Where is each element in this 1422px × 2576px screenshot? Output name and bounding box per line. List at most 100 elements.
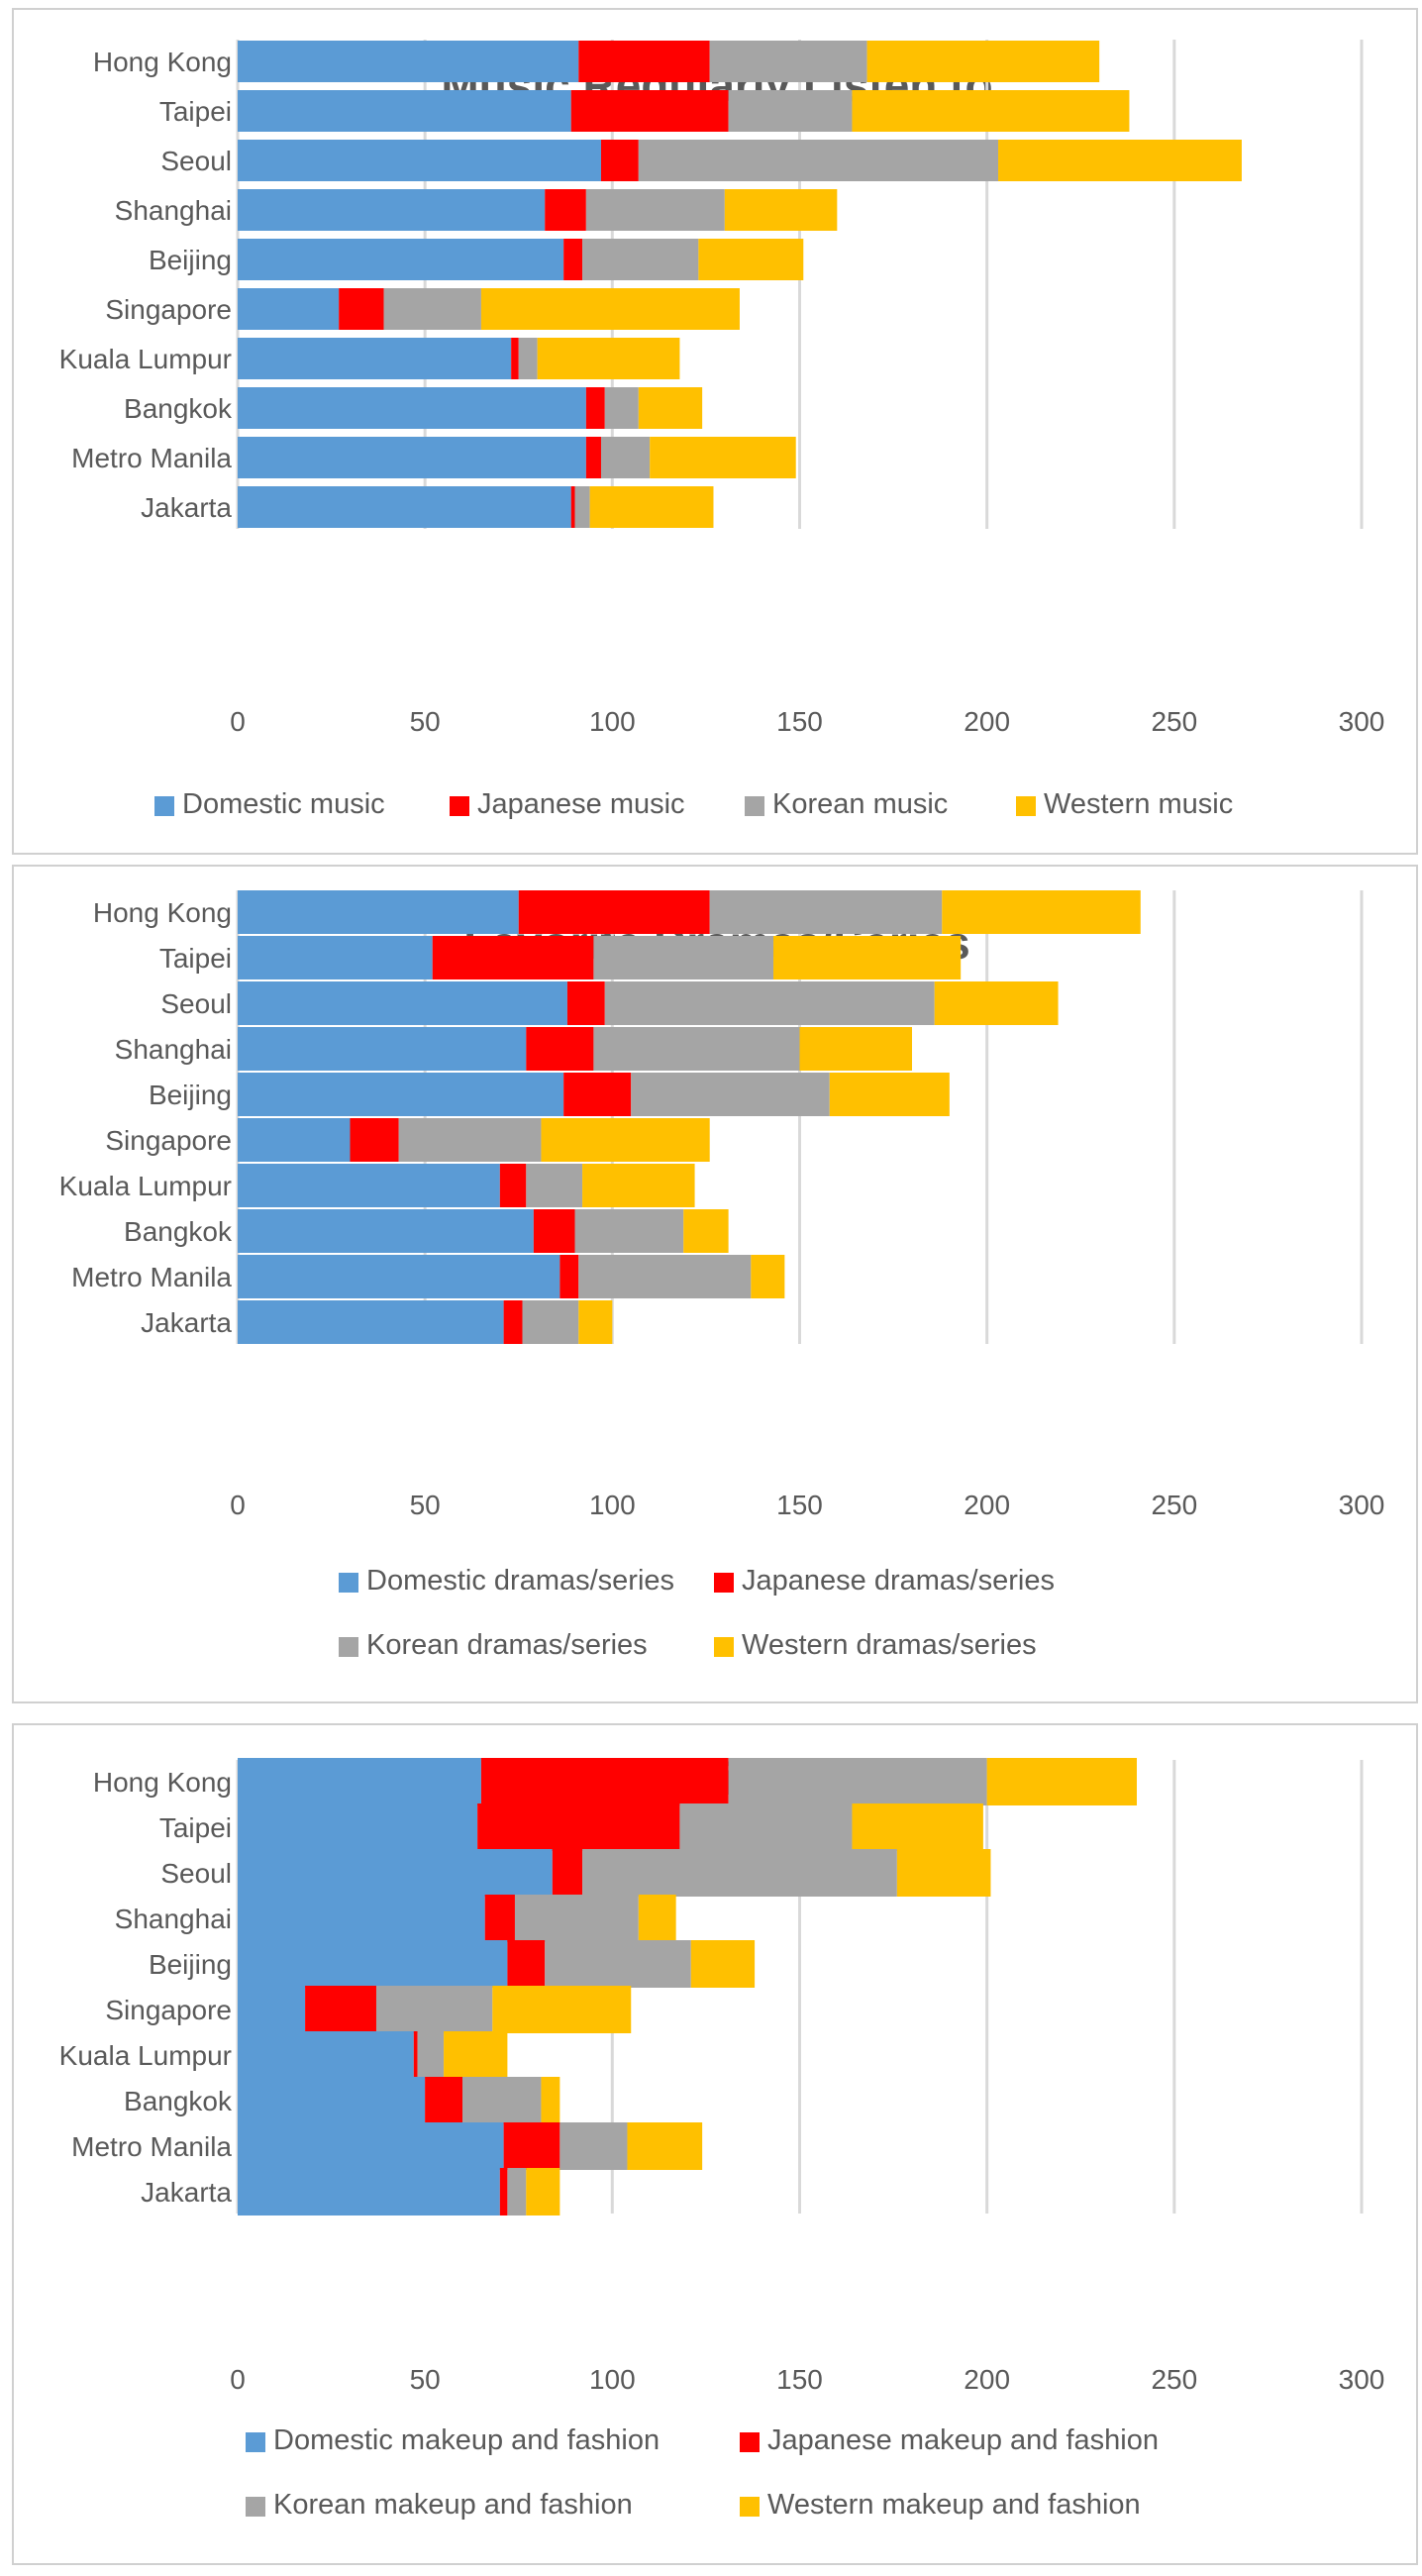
bar-western-dramas-series-shanghai <box>799 1027 912 1071</box>
bar-western-makeup-and-fashion-bangkok <box>541 2077 560 2124</box>
bar-western-dramas-series-singapore <box>541 1118 710 1162</box>
bar-korean-music-seoul <box>638 140 999 181</box>
legend-swatch <box>745 796 764 816</box>
bar-korean-dramas-series-beijing <box>631 1073 830 1116</box>
bar-domestic-music-bangkok <box>238 387 586 429</box>
bar-japanese-music-singapore <box>339 288 384 330</box>
x-tick-label: 200 <box>964 1490 1010 1520</box>
bar-western-dramas-series-taipei <box>773 936 962 979</box>
bar-korean-dramas-series-shanghai <box>593 1027 800 1071</box>
legend-label-korean-makeup-and-fashion: Korean makeup and fashion <box>273 2489 633 2521</box>
bar-korean-makeup-and-fashion-singapore <box>375 1986 493 2033</box>
bar-western-makeup-and-fashion-taipei <box>852 1803 983 1851</box>
category-label-shanghai: Shanghai <box>115 1904 232 1934</box>
x-tick-label: 100 <box>589 1490 636 1520</box>
bar-domestic-music-singapore <box>238 288 340 330</box>
bar-western-music-jakarta <box>589 486 714 528</box>
bar-western-makeup-and-fashion-singapore <box>492 1986 632 2033</box>
bar-japanese-makeup-and-fashion-taipei <box>477 1803 680 1851</box>
bar-western-dramas-series-beijing <box>829 1073 950 1116</box>
bar-domestic-makeup-and-fashion-kuala-lumpur <box>238 2031 414 2079</box>
bar-korean-makeup-and-fashion-hong-kong <box>728 1758 987 1805</box>
bar-western-music-kuala-lumpur <box>537 338 680 379</box>
legend-swatch <box>246 2497 265 2517</box>
bar-korean-dramas-series-metro-manila <box>578 1255 752 1298</box>
bar-japanese-makeup-and-fashion-bangkok <box>425 2077 462 2124</box>
legend-swatch <box>714 1573 734 1593</box>
chart-panel-music: Music Regularly Listen to 0 50 100 150 200 250… <box>12 8 1418 855</box>
bar-korean-dramas-series-kuala-lumpur <box>526 1164 583 1207</box>
x-tick-label: 250 <box>1151 1490 1197 1520</box>
legend-swatch <box>714 1637 734 1657</box>
category-label-metro-manila: Metro Manila <box>71 443 232 473</box>
legend-label-korean-dramas-series: Korean dramas/series <box>366 1629 648 1661</box>
x-tick-label: 200 <box>964 706 1010 737</box>
category-label-bangkok: Bangkok <box>124 393 233 424</box>
bar-korean-music-singapore <box>383 288 481 330</box>
bar-domestic-music-seoul <box>238 140 601 181</box>
bar-domestic-dramas-series-singapore <box>238 1118 351 1162</box>
category-label-seoul: Seoul <box>160 988 232 1019</box>
bar-korean-makeup-and-fashion-taipei <box>679 1803 853 1851</box>
bar-domestic-makeup-and-fashion-singapore <box>238 1986 306 2033</box>
bar-japanese-music-seoul <box>600 140 639 181</box>
category-label-hong-kong: Hong Kong <box>93 1767 232 1798</box>
bar-korean-music-hong-kong <box>709 41 867 82</box>
bar-domestic-dramas-series-metro-manila <box>238 1255 560 1298</box>
bar-korean-music-jakarta <box>574 486 590 528</box>
bar-japanese-dramas-series-seoul <box>566 981 605 1025</box>
bar-domestic-makeup-and-fashion-shanghai <box>238 1895 485 1942</box>
category-label-shanghai: Shanghai <box>115 1034 232 1065</box>
category-label-seoul: Seoul <box>160 1858 232 1889</box>
bar-domestic-dramas-series-kuala-lumpur <box>238 1164 500 1207</box>
category-label-kuala-lumpur: Kuala Lumpur <box>59 1171 232 1201</box>
bar-domestic-dramas-series-seoul <box>238 981 567 1025</box>
category-label-taipei: Taipei <box>159 943 232 974</box>
bar-korean-makeup-and-fashion-shanghai <box>514 1895 639 1942</box>
bar-japanese-music-shanghai <box>545 189 586 231</box>
category-label-beijing: Beijing <box>149 1949 232 1980</box>
bar-japanese-makeup-and-fashion-metro-manila <box>503 2122 560 2170</box>
bar-japanese-music-kuala-lumpur <box>511 338 519 379</box>
category-label-shanghai: Shanghai <box>115 195 232 226</box>
bar-korean-dramas-series-singapore <box>398 1118 542 1162</box>
bar-western-makeup-and-fashion-metro-manila <box>627 2122 703 2170</box>
bar-korean-makeup-and-fashion-seoul <box>582 1849 897 1897</box>
legend-swatch <box>246 2432 265 2452</box>
bar-japanese-music-metro-manila <box>585 437 601 478</box>
bar-japanese-makeup-and-fashion-singapore <box>305 1986 376 2033</box>
bar-domestic-makeup-and-fashion-jakarta <box>238 2168 500 2215</box>
category-label-jakarta: Jakarta <box>141 492 232 523</box>
x-tick-label: 50 <box>410 2364 441 2395</box>
category-label-metro-manila: Metro Manila <box>71 2131 232 2162</box>
legend-swatch <box>450 796 469 816</box>
bar-domestic-makeup-and-fashion-hong-kong <box>238 1758 481 1805</box>
bar-domestic-makeup-and-fashion-bangkok <box>238 2077 426 2124</box>
bar-japanese-makeup-and-fashion-kuala-lumpur <box>413 2031 418 2079</box>
legend-label-western-music: Western music <box>1044 788 1233 820</box>
category-label-hong-kong: Hong Kong <box>93 897 232 928</box>
bar-japanese-dramas-series-kuala-lumpur <box>499 1164 527 1207</box>
bar-japanese-makeup-and-fashion-shanghai <box>484 1895 515 1942</box>
bar-domestic-dramas-series-taipei <box>238 936 433 979</box>
x-tick-label: 300 <box>1339 2364 1385 2395</box>
bar-western-makeup-and-fashion-shanghai <box>638 1895 676 1942</box>
x-tick-label: 0 <box>230 2364 246 2395</box>
bar-western-music-bangkok <box>638 387 703 429</box>
legend-swatch <box>1016 796 1036 816</box>
bar-domestic-dramas-series-hong-kong <box>238 890 519 934</box>
bar-domestic-makeup-and-fashion-beijing <box>238 1940 508 1988</box>
x-tick-label: 100 <box>589 706 636 737</box>
legend-label-japanese-makeup-and-fashion: Japanese makeup and fashion <box>767 2424 1159 2456</box>
bar-korean-dramas-series-jakarta <box>522 1300 579 1344</box>
bar-western-dramas-series-jakarta <box>578 1300 613 1344</box>
bar-domestic-dramas-series-beijing <box>238 1073 564 1116</box>
bar-domestic-music-beijing <box>238 239 564 280</box>
chart-makeup: Makeup and Fashion Influenced by05010015… <box>59 1753 1385 2521</box>
legend-swatch <box>339 1637 358 1657</box>
legend-label-japanese-dramas-series: Japanese dramas/series <box>742 1565 1055 1597</box>
legend-swatch <box>740 2497 760 2517</box>
category-label-kuala-lumpur: Kuala Lumpur <box>59 344 232 374</box>
chart-music: Music Regularly Listen to0 50 100 150 200 250… <box>59 40 1384 820</box>
x-tick-label: 0 <box>230 1490 246 1520</box>
